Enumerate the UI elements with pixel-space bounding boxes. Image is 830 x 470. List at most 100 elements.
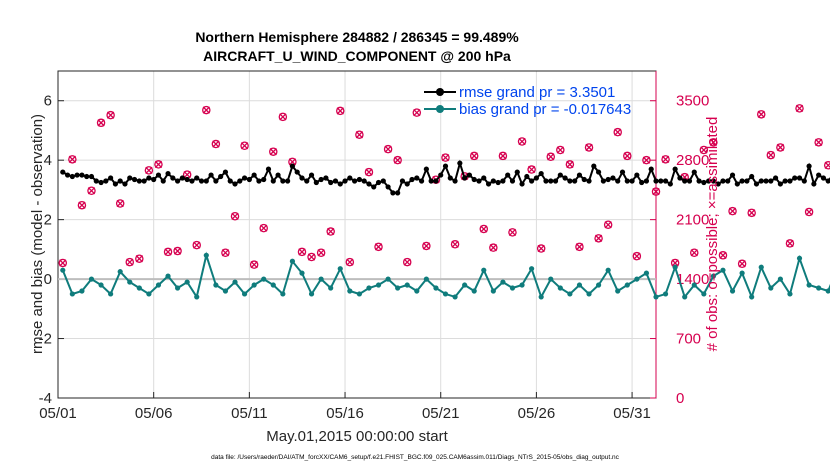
x-axis-label: May.01,2015 00:00:00 start	[266, 428, 448, 445]
rmse-point	[605, 176, 611, 183]
rmse-point	[165, 170, 171, 177]
obs-possible-point	[259, 223, 268, 233]
rmse-point	[390, 190, 396, 196]
y-tick-label: 0	[44, 271, 52, 288]
rmse-point	[629, 178, 635, 184]
obs-assimilated-point	[183, 170, 191, 179]
rmse-point	[356, 176, 362, 183]
bias-point	[777, 276, 783, 282]
rmse-point	[744, 178, 750, 184]
obs-possible-point	[804, 207, 814, 217]
rmse-point	[433, 178, 439, 184]
obs-assimilated-point	[422, 242, 431, 250]
bias-point	[318, 276, 324, 282]
obs-possible-point	[393, 155, 402, 165]
bias-point	[108, 291, 114, 297]
obs-assimilated-point	[527, 165, 536, 174]
obs-assimilated-point	[633, 252, 641, 260]
rmse-point	[543, 178, 549, 184]
obs-possible-point	[795, 104, 804, 113]
bias-point	[509, 285, 516, 291]
obs-possible-point	[249, 260, 259, 269]
obs-possible-point	[517, 137, 527, 146]
rmse-point	[318, 176, 324, 183]
y-right-tick-label: 3500	[676, 93, 709, 110]
y-axis-left: -4 -2 0 2 4 6	[39, 93, 64, 407]
rmse-point	[112, 181, 119, 187]
rmse-point	[313, 179, 319, 186]
x-tick-label: 05/26	[518, 405, 556, 422]
obs-assimilated-point	[269, 148, 277, 156]
obs-possible-point	[68, 155, 77, 164]
legend: rmse grand pr = 3.3501 bias grand pr = -…	[424, 84, 631, 118]
legend-rmse-marker	[436, 88, 444, 96]
obs-assimilated-point	[585, 143, 593, 152]
y-tick-label: -4	[39, 390, 52, 407]
rmse-point	[462, 175, 468, 181]
y-right-tick-label: 1400	[676, 271, 709, 288]
obs-possible-point	[144, 166, 154, 175]
obs-possible-point	[603, 220, 613, 229]
rmse-point	[729, 172, 736, 178]
rmse-point	[615, 178, 621, 184]
obs-possible-point	[441, 153, 450, 162]
bias-point	[251, 282, 257, 288]
rmse-point	[562, 175, 568, 181]
rmse-point	[519, 181, 525, 187]
bias-point	[548, 276, 554, 282]
rmse-point	[380, 178, 386, 184]
obs-assimilated-point	[193, 241, 201, 249]
rmse-point	[423, 166, 429, 172]
obs-assimilated-point	[154, 160, 163, 169]
obs-possible-point	[316, 248, 326, 258]
rmse-point	[725, 178, 731, 184]
rmse-point	[294, 169, 300, 175]
bias-point	[624, 282, 630, 288]
rmse-point	[639, 179, 645, 186]
rmse-point	[500, 178, 506, 184]
bias-point	[280, 291, 286, 297]
rmse-point	[371, 184, 377, 190]
obs-possible-point	[632, 251, 642, 261]
rmse-point	[170, 175, 176, 181]
obs-possible-point	[163, 247, 173, 257]
obs-possible-point	[115, 199, 125, 208]
x-tick-label: 05/31	[613, 405, 651, 422]
bias-point	[643, 270, 650, 276]
x-tick-label: 05/16	[326, 405, 364, 422]
rmse-point	[701, 179, 707, 186]
bias-point	[404, 282, 410, 288]
obs-assimilated-point	[470, 152, 478, 160]
obs-possible-point	[498, 151, 508, 161]
rmse-point	[299, 175, 305, 181]
bias-point	[69, 291, 75, 297]
bias-point	[184, 279, 190, 285]
legend-rmse-label: rmse grand pr = 3.3501	[459, 84, 615, 101]
bias-point	[672, 264, 678, 270]
bias-point	[816, 285, 822, 291]
rmse-point	[643, 178, 650, 184]
rmse-point	[452, 178, 458, 184]
rmse-point	[194, 175, 200, 181]
obs-assimilated-point	[547, 153, 555, 161]
rmse-point	[466, 172, 473, 178]
rmse-point	[361, 178, 367, 184]
bias-point	[586, 291, 592, 297]
rmse-point	[332, 178, 339, 184]
rmse-point	[782, 178, 788, 184]
obs-assimilated-point	[451, 240, 459, 248]
bias-point	[500, 279, 506, 285]
obs-possible-point	[336, 106, 345, 116]
rmse-point	[806, 163, 812, 169]
obs-assimilated-point	[221, 249, 230, 257]
bias-point	[557, 285, 563, 291]
bias-point	[395, 285, 401, 291]
x-axis: 05/01 05/06 05/11 05/16 05/21 05/26 05/31	[39, 392, 651, 422]
rmse-point	[672, 166, 678, 172]
rmse-point	[308, 172, 315, 178]
rmse-point	[595, 169, 602, 175]
obs-assimilated-point	[355, 131, 364, 139]
obs-possible-point	[479, 224, 489, 234]
obs-assimilated-point	[719, 251, 727, 259]
obs-possible-point	[221, 248, 230, 258]
